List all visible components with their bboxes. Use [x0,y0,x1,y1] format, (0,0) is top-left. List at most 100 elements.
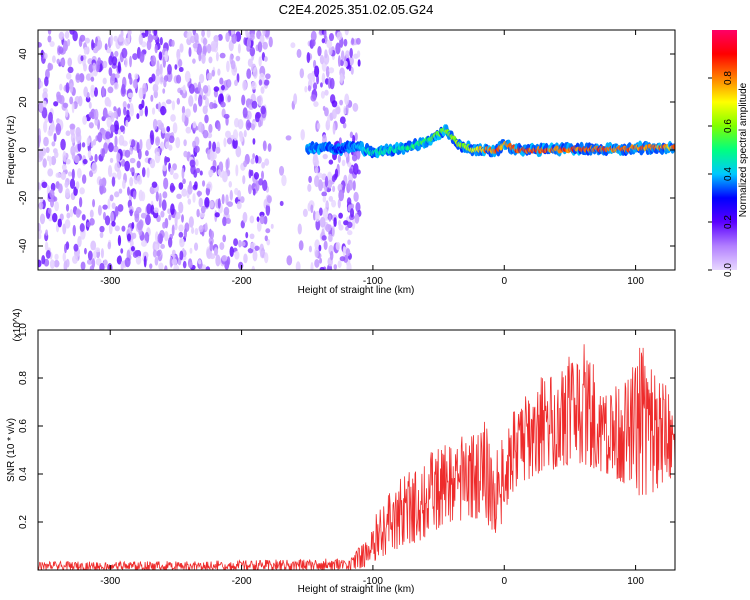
x-tick-label: 0 [501,576,507,587]
spectrogram-noise-cell [192,121,197,129]
y-tick-label: -20 [18,190,29,205]
spectrogram-noise-cell [98,178,104,187]
spectrogram-noise-cell [126,233,132,242]
spectrogram-noise-cell [179,43,184,53]
spectrogram-noise-cell [146,167,150,179]
spectrogram-noise-cell [209,200,214,209]
spectrogram-noise-cell [114,135,118,148]
spectrogram-noise-cell [66,212,71,219]
spectrogram-noise-cell [171,258,178,266]
spectrogram-noise-cell [136,113,140,120]
y-tick-label: 0.6 [18,419,29,433]
spectrogram-noise-cell [65,188,70,198]
spectrogram-noise-cell [327,179,333,189]
spectrogram-noise-cell [354,132,358,141]
spectrogram-noise-cell [205,186,211,196]
spectrogram-noise-cell [205,266,211,270]
spectrogram-noise-cell [210,43,217,52]
spectrogram-noise-cell [254,245,260,251]
spectrogram-noise-cell [122,179,126,189]
spectrogram-noise-cell [217,169,222,176]
spectrogram-noise-cell [159,73,164,85]
spectrogram-noise-cell [221,254,228,262]
spectrogram-noise-cell [69,208,74,218]
spectrogram-noise-cell [178,66,184,73]
spectrogram-noise-cell [138,33,143,46]
spectrogram-noise-cell [219,52,226,59]
spectrogram-noise-cell [194,159,199,167]
spectrogram-noise-cell [87,58,93,65]
spectrogram-noise-cell [319,54,325,65]
spectrogram-noise-cell [144,105,148,117]
colorbar-tick-label: 0.6 [723,119,734,133]
colorbar-tick-label: 0.2 [723,215,734,229]
spectrogram-noise-cell [133,78,138,90]
spectrogram-noise-cell [111,220,116,227]
spectrogram-noise-cell [251,100,258,109]
spectrogram-noise-cell [237,43,241,54]
spectrogram-noise-cell [328,195,334,202]
spectrogram-noise-cell [317,46,322,57]
spectrogram-noise-cell [45,229,49,236]
spectrogram-noise-cell [42,158,47,168]
spectrogram-noise-cell [181,188,188,197]
spectrogram-noise-cell [320,90,325,99]
x-tick-label: -200 [232,276,252,287]
y-tick-label: 40 [18,48,29,60]
spectrogram-noise-cell [44,52,48,60]
spectrogram-noise-cell [252,188,256,196]
spectrogram-noise-cell [248,184,252,195]
spectrogram-noise-cell [118,255,122,262]
spectrogram-noise-cell [53,133,57,142]
spectrogram-noise-cell [189,247,193,254]
spectrogram-noise-cell [120,260,124,270]
spectrogram-noise-cell [129,167,135,173]
spectrogram-noise-cell [129,239,134,248]
spectrogram-noise-cell [326,39,333,49]
spectrogram-noise-cell [114,73,120,79]
bottom-y-axis: 0.2 0.4 0.6 0.8 1.0 [18,323,675,529]
spectrogram-noise-cell [194,227,199,236]
spectrogram-noise-cell [290,42,296,49]
spectrogram-noise-cell [89,209,94,218]
spectrogram-noise-cell [209,230,215,240]
spectrogram-noise-cell [141,167,146,178]
spectrogram-noise-cell [196,190,203,197]
spectrogram-noise-cell [201,264,207,270]
spectrogram-noise-cell [329,77,335,90]
spectrogram-noise-cell [40,81,44,88]
spectrogram-noise-cell [111,202,116,210]
spectrogram-noise-cell [177,59,183,68]
spectrogram-noise-cell [220,101,226,108]
spectrogram-noise-cell [192,103,198,113]
spectrogram-noise-cell [83,46,88,55]
spectrogram-noise-cell [69,123,76,130]
spectrogram-noise-cell [228,181,233,188]
spectrogram-noise-cell [258,56,262,67]
bottom-plot-frame [37,329,676,571]
spectrogram-noise-cell [91,162,98,174]
spectrogram-noise-cell [310,261,314,270]
spectrogram-noise-cell [75,208,81,218]
spectrogram-noise-cell [183,228,188,239]
spectrogram-noise-cell [339,99,344,106]
spectrogram-noise-cell [50,155,57,166]
spectrogram-noise-cell [131,221,135,230]
spectrogram-noise-cell [65,258,70,268]
spectrogram-noise-cell [349,131,354,139]
spectrogram-noise-cell [310,204,314,214]
spectrogram-noise-cell [194,145,200,153]
spectrogram-noise-cell [92,62,96,71]
spectrogram-noise-cell [328,67,335,74]
spectrogram-noise-cell [178,231,184,238]
spectrogram-noise-cell [229,246,234,258]
spectrogram-noise-cell [83,63,87,72]
spectrogram-noise-cell [158,51,163,61]
spectrogram-noise-cell [183,139,187,147]
spectrogram-noise-cell [80,261,86,270]
spectrogram-noise-cell [325,65,330,78]
spectrogram-noise-cell [86,137,91,147]
x-tick-label: -300 [100,576,120,587]
spectrogram-noise-cell [111,176,116,187]
spectrogram-noise-cell [41,181,48,189]
